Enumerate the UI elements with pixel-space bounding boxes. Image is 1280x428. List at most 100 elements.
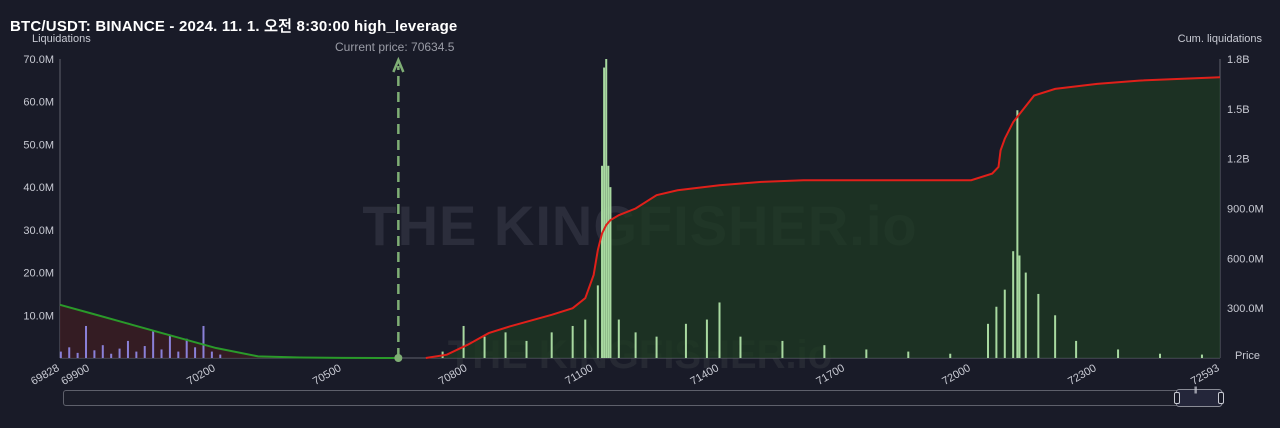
y-tick-label: 50.0M: [23, 139, 54, 151]
short-liquidation-bar: [1200, 354, 1203, 358]
x-tick-label: 72300: [1066, 362, 1098, 385]
long-liquidation-bar: [177, 351, 180, 358]
scrollbar-left-grip[interactable]: [1174, 392, 1180, 404]
grip-icon: |||: [1194, 387, 1198, 394]
short-liquidation-bar: [655, 336, 658, 358]
long-liquidation-bar: [168, 334, 171, 358]
long-liquidation-bar: [160, 349, 163, 358]
short-liquidation-bar: [483, 336, 486, 358]
x-tick-label: 69828: [29, 362, 61, 385]
current-price-dot: [394, 354, 403, 362]
short-liquidation-bar: [739, 336, 742, 358]
short-liquidation-bar: [609, 187, 612, 358]
short-liquidation-bar: [1012, 251, 1015, 358]
short-liquidation-bars: [441, 59, 1203, 359]
short-liquidation-bar: [907, 351, 910, 358]
scrollbar-handle[interactable]: |||: [1174, 387, 1224, 407]
chart-title: BTC/USDT: BINANCE - 2024. 11. 1. 오전 8:30…: [10, 18, 458, 35]
short-liquidation-bar: [525, 340, 528, 358]
x-tick-label: 70200: [185, 362, 217, 385]
short-liquidation-bar: [823, 345, 826, 358]
x-tick-label: 72593: [1189, 362, 1221, 385]
x-axis-title: Price: [1234, 350, 1260, 362]
short-liquidation-bar: [1037, 293, 1040, 358]
long-liquidation-bar: [210, 351, 213, 358]
short-liquidation-bar: [1003, 289, 1006, 358]
long-liquidation-bar: [85, 325, 88, 358]
long-liquidation-bar: [118, 348, 121, 358]
current-price-label: Current price: 70634.5: [335, 40, 455, 54]
long-liquidation-bar: [185, 338, 188, 358]
long-liquidation-bar: [76, 352, 79, 358]
right-axis-title: Cum. liquidations: [1177, 33, 1262, 45]
y-tick-label: 30.0M: [23, 225, 54, 237]
short-liquidation-bar: [634, 332, 637, 358]
x-tick-label: 72000: [940, 362, 972, 385]
long-liquidation-bars: [59, 325, 222, 358]
short-liquidation-bar: [684, 323, 687, 358]
short-liquidation-bar: [1016, 110, 1019, 358]
y-tick-label: 40.0M: [23, 182, 54, 194]
short-liquidation-bar: [601, 165, 604, 358]
scrollbar-right-grip[interactable]: [1218, 392, 1224, 404]
long-cum-fill: [60, 304, 399, 358]
long-liquidation-bar: [93, 350, 96, 358]
short-liquidation-bar: [718, 302, 721, 358]
short-liquidation-bar: [781, 340, 784, 358]
short-liquidation-bar: [584, 319, 587, 358]
short-liquidation-bar: [603, 67, 606, 359]
cumulative-fills: [60, 77, 1220, 359]
long-liquidation-bar: [202, 325, 205, 358]
long-liquidation-bar: [135, 351, 138, 358]
short-liquidation-bar: [617, 319, 620, 358]
y2-tick-label: 1.8B: [1227, 54, 1250, 66]
long-liquidation-bar: [194, 347, 197, 358]
short-liquidation-bar: [550, 332, 553, 358]
long-liquidation-bar: [143, 346, 146, 358]
short-cum-fill: [425, 77, 1220, 359]
short-liquidation-bar: [571, 325, 574, 358]
y2-tick-label: 1.2B: [1227, 154, 1250, 166]
short-liquidation-bar: [865, 349, 868, 358]
y-tick-label: 60.0M: [23, 97, 54, 109]
short-liquidation-bar: [1075, 340, 1078, 358]
y-tick-label: 20.0M: [23, 268, 54, 280]
x-tick-label: 70500: [311, 362, 343, 385]
liquidation-chart[interactable]: THE KINGFISHER.ioTHE KINGFISHER.io 10.0M…: [0, 0, 1280, 385]
long-liquidation-bar: [126, 340, 129, 358]
short-liquidation-bar: [1024, 272, 1027, 358]
long-liquidation-bar: [59, 351, 62, 358]
cumulative-long-line: [59, 303, 399, 359]
current-price-arrow-icon: [392, 56, 405, 73]
y2-tick-label: 600.0M: [1227, 253, 1264, 265]
short-liquidation-bar: [987, 323, 989, 358]
cumulative-lines: [59, 76, 1221, 359]
long-liquidation-bar: [110, 353, 113, 358]
long-liquidation-bar: [219, 354, 222, 358]
cumulative-short-line: [425, 76, 1221, 359]
left-axis-title: Liquidations: [32, 33, 91, 45]
y2-tick-label: 900.0M: [1227, 204, 1264, 216]
short-liquidation-bar: [596, 285, 599, 358]
short-liquidation-bar: [607, 165, 610, 358]
short-liquidation-bar: [462, 325, 465, 358]
x-tick-label: 69900: [59, 362, 91, 385]
y2-tick-label: 1.5B: [1227, 104, 1250, 116]
short-liquidation-bar: [1159, 353, 1162, 358]
short-liquidation-bar: [995, 306, 998, 358]
short-liquidation-bar: [1117, 349, 1120, 358]
long-liquidation-bar: [101, 345, 104, 358]
long-liquidation-bar: [68, 347, 71, 358]
short-liquidation-bar: [949, 353, 952, 358]
range-scrollbar[interactable]: |||: [63, 387, 1224, 407]
short-liquidation-bar: [504, 332, 507, 358]
long-liquidation-bar: [152, 330, 155, 358]
short-liquidation-bar: [1054, 315, 1057, 358]
current-price-marker: [392, 56, 405, 362]
y-tick-label: 10.0M: [23, 310, 54, 322]
y-tick-label: 70.0M: [23, 54, 54, 66]
short-liquidation-bar: [1018, 255, 1021, 358]
short-liquidation-bar: [605, 59, 608, 358]
y2-tick-label: 300.0M: [1227, 303, 1264, 315]
short-liquidation-bar: [705, 319, 708, 358]
